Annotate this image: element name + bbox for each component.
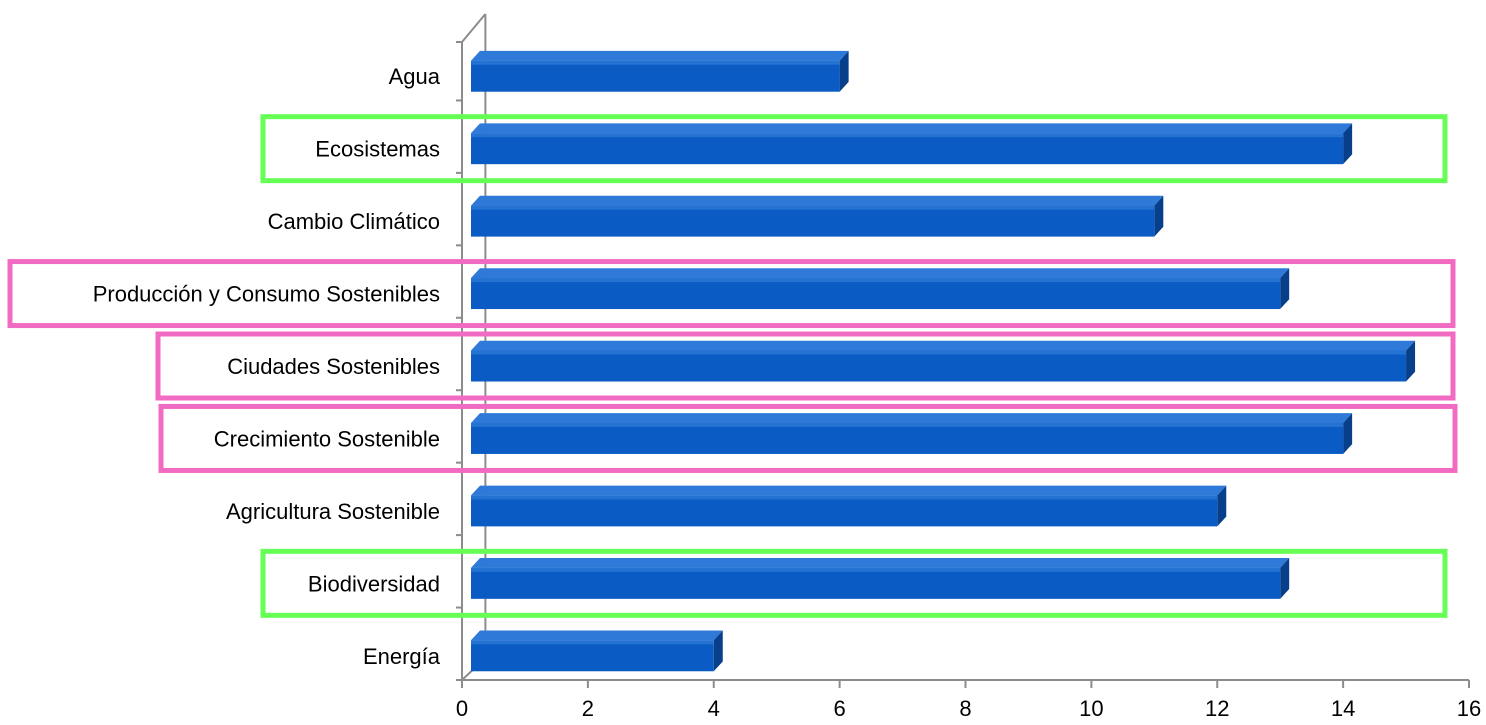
bar-top-face <box>471 340 1416 351</box>
highlight-box-green <box>260 548 1448 618</box>
bar <box>471 340 1416 382</box>
highlight-box-green <box>260 114 1448 184</box>
category-label: Ecosistemas <box>315 137 440 162</box>
x-tick-label: 4 <box>708 696 720 721</box>
bar-top-face <box>471 413 1353 423</box>
bar-shine <box>471 567 1281 572</box>
category-label: Producción y Consumo Sostenibles <box>93 282 440 307</box>
x-tick-label: 8 <box>959 696 971 721</box>
bar-top-face <box>471 485 1227 496</box>
bar-shine <box>471 422 1344 427</box>
bar-shine <box>471 278 1281 283</box>
bar-front-face <box>471 422 1344 454</box>
bar-top-face <box>471 630 723 641</box>
bar-side-face <box>1406 340 1416 382</box>
bar-front-face <box>471 567 1281 599</box>
bar-top-face <box>471 50 849 61</box>
bar-front-face <box>471 350 1407 382</box>
bar <box>471 50 849 92</box>
bar-side-face <box>1280 268 1290 310</box>
bar <box>471 485 1227 527</box>
x-tick-label: 12 <box>1205 696 1229 721</box>
bar-shine <box>471 640 714 645</box>
x-tick-label: 14 <box>1331 696 1355 721</box>
x-tick-label: 6 <box>834 696 846 721</box>
bar-top-face <box>471 558 1290 568</box>
highlight-box-pink <box>158 403 1458 473</box>
bar-front-face <box>471 278 1281 310</box>
x-tick-label: 2 <box>582 696 594 721</box>
highlight-box-pink <box>155 331 1456 401</box>
bar-side-face <box>1217 485 1227 527</box>
bar <box>471 630 723 672</box>
bar <box>471 195 1164 237</box>
back-wall-top-edge <box>461 13 487 43</box>
category-label: Agricultura Sostenible <box>226 499 440 524</box>
bar <box>471 413 1353 454</box>
category-label: Crecimiento Sostenible <box>214 426 440 451</box>
bar-shine <box>471 350 1407 355</box>
bar-top-face <box>471 123 1353 134</box>
bar-side-face <box>1154 195 1164 237</box>
x-tick-label: 0 <box>456 696 468 721</box>
bar <box>471 268 1290 310</box>
bar-side-face <box>1343 123 1353 165</box>
category-labels: Agua Ecosistemas Cambio Climático Producció… <box>93 64 441 669</box>
bar <box>471 558 1290 599</box>
bar-shine <box>471 60 840 65</box>
chart-bars <box>471 50 1416 672</box>
highlight-boxes <box>7 114 1458 618</box>
bar-front-face <box>471 60 840 92</box>
bar-shine <box>471 205 1155 210</box>
bar-front-face <box>471 640 714 672</box>
bar-side-face <box>1343 413 1353 454</box>
category-label: Ciudades Sostenibles <box>227 354 440 379</box>
x-tick-label: 10 <box>1079 696 1103 721</box>
bar <box>471 123 1353 165</box>
bar-side-face <box>1280 558 1290 599</box>
category-label: Energía <box>363 644 441 669</box>
bar-side-face <box>839 50 849 92</box>
bar-shine <box>471 495 1218 500</box>
bar-side-face <box>713 630 723 672</box>
x-tick-label: 16 <box>1457 696 1481 721</box>
bar-top-face <box>471 268 1290 279</box>
bar-top-face <box>471 195 1164 206</box>
category-label: Cambio Climático <box>268 209 440 234</box>
bar-front-face <box>471 133 1344 165</box>
bar-front-face <box>471 205 1155 237</box>
category-label: Biodiversidad <box>308 571 440 596</box>
bar-shine <box>471 133 1344 138</box>
x-axis-ticks: 0 2 4 6 8 10 12 14 16 <box>456 680 1481 721</box>
category-label: Agua <box>389 64 441 89</box>
highlight-box-pink <box>7 259 1456 329</box>
bar-front-face <box>471 495 1218 527</box>
